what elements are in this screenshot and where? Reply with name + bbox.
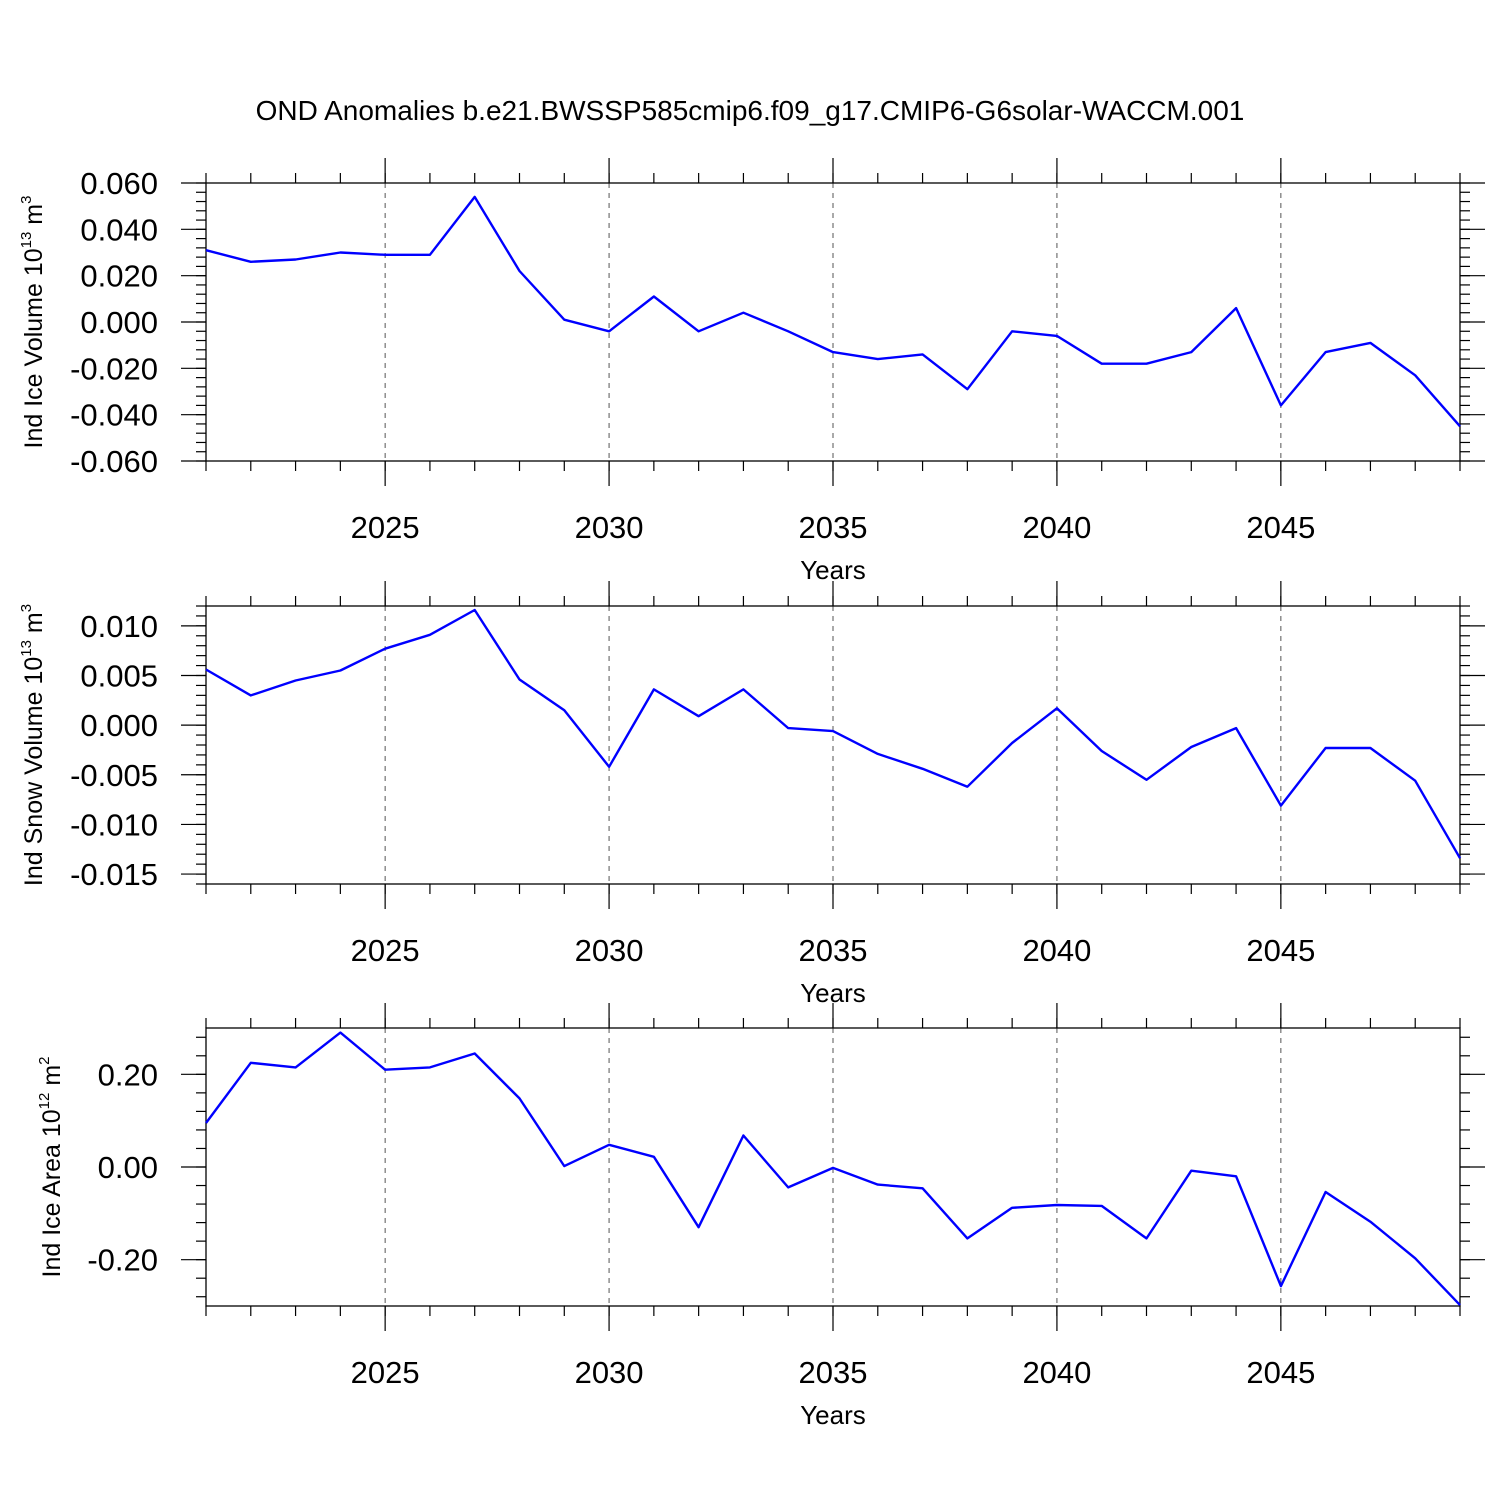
series-line <box>205 1031 1461 1306</box>
gridlines <box>384 1028 1282 1306</box>
y-tick-labels: 0.010 0.005 0.000 -0.005 -0.010 -0.015 <box>70 609 158 892</box>
y-axis-label: Ind Snow Volume 1013 m3 <box>18 604 48 886</box>
y-label-unit-exponent: 2 <box>36 1057 53 1065</box>
x-tick-label: 2035 <box>799 933 868 968</box>
y-label-unit: m <box>38 1065 66 1093</box>
y-tick-label: -0.005 <box>70 758 158 793</box>
y-tick-label: -0.20 <box>87 1243 158 1278</box>
x-tick-label: 2040 <box>1022 1355 1091 1390</box>
y-tick-label: -0.010 <box>70 807 158 842</box>
x-tick-label: 2035 <box>799 510 868 545</box>
y-tick-label: -0.015 <box>70 857 158 892</box>
series-line <box>205 608 1462 859</box>
y-label-unit: m <box>20 204 48 232</box>
y-label-main: Ind Ice Area 10 <box>38 1109 66 1277</box>
y-axis-label: Ind Ice Volume 1013 m3 <box>18 196 48 449</box>
x-tick-labels: 2025 2030 2035 2040 2045 <box>351 1355 1316 1390</box>
y-tick-label: 0.000 <box>80 305 158 340</box>
y-label-main: Ind Ice Volume 10 <box>20 248 48 448</box>
x-tick-label: 2040 <box>1022 510 1091 545</box>
y-label-exponent: 12 <box>36 1093 53 1110</box>
chart-title: OND Anomalies b.e21.BWSSP585cmip6.f09_g1… <box>256 95 1245 126</box>
y-tick-label: 0.020 <box>80 259 158 294</box>
x-tick-label: 2030 <box>575 510 644 545</box>
panel-ice-volume: 2025 2030 2035 2040 2045 0.060 0.040 0.020 0.00… <box>18 158 1485 585</box>
y-tick-label: 0.000 <box>80 708 158 743</box>
x-tick-labels: 2025 2030 2035 2040 2045 <box>351 933 1316 968</box>
panel-snow-volume: 2025 2030 2035 2040 2045 0.010 0.005 0.000 -0.0… <box>18 581 1485 1008</box>
y-tick-label: -0.040 <box>70 398 158 433</box>
ticks <box>181 581 1485 909</box>
x-tick-label: 2025 <box>351 1355 420 1390</box>
x-tick-label: 2045 <box>1246 1355 1315 1390</box>
gridlines <box>384 606 1282 884</box>
panel-ice-area: 2025 2030 2035 2040 2045 0.20 0.00 -0.20 Years… <box>36 1003 1485 1430</box>
y-tick-label: -0.060 <box>70 444 158 479</box>
x-axis-label: Years <box>800 1400 866 1430</box>
x-tick-label: 2045 <box>1246 510 1315 545</box>
y-label-main: Ind Snow Volume 10 <box>20 657 48 886</box>
x-tick-label: 2025 <box>351 933 420 968</box>
x-tick-label: 2035 <box>799 1355 868 1390</box>
y-tick-label: 0.010 <box>80 609 158 644</box>
ticks <box>181 158 1485 486</box>
x-tick-labels: 2025 2030 2035 2040 2045 <box>351 510 1316 545</box>
y-tick-label: -0.020 <box>70 351 158 386</box>
gridlines <box>384 183 1282 461</box>
y-label-unit-exponent: 3 <box>18 196 35 204</box>
y-axis-label: Ind Ice Area 1012 m2 <box>36 1057 66 1278</box>
ticks <box>181 1003 1485 1331</box>
x-axis-label: Years <box>800 555 866 585</box>
y-tick-label: 0.060 <box>80 166 158 201</box>
y-label-exponent: 13 <box>18 640 35 657</box>
y-tick-labels: 0.20 0.00 -0.20 <box>87 1057 158 1277</box>
y-label-unit-exponent: 3 <box>18 604 35 612</box>
y-label-exponent: 13 <box>18 232 35 249</box>
x-tick-label: 2040 <box>1022 933 1091 968</box>
y-tick-label: 0.00 <box>98 1150 158 1185</box>
x-tick-label: 2030 <box>575 933 644 968</box>
series-line <box>205 195 1461 428</box>
y-label-unit: m <box>20 612 48 640</box>
y-tick-label: 0.040 <box>80 212 158 247</box>
y-tick-label: 0.20 <box>98 1057 158 1092</box>
y-tick-labels: 0.060 0.040 0.020 0.000 -0.020 -0.040 -0.060 <box>70 166 158 479</box>
x-tick-label: 2045 <box>1246 933 1315 968</box>
x-tick-label: 2030 <box>575 1355 644 1390</box>
y-tick-label: 0.005 <box>80 659 158 694</box>
x-tick-label: 2025 <box>351 510 420 545</box>
